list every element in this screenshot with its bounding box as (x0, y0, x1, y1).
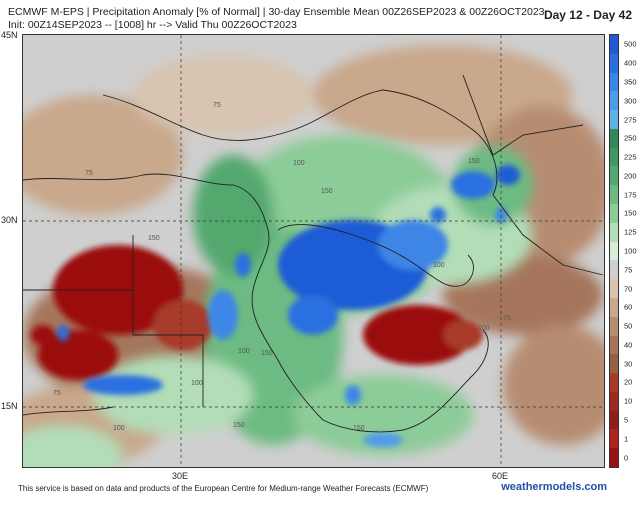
colorbar-level-label: 0 (624, 453, 629, 463)
brand-link[interactable]: weathermodels.com (501, 481, 607, 493)
footer-disclaimer: This service is based on data and produc… (18, 484, 429, 493)
colorbar-segment (610, 35, 618, 55)
dry-anomaly-field (31, 245, 483, 380)
contour-label: 150 (261, 350, 273, 357)
colorbar-segment (610, 222, 618, 243)
init-valid-line: Init: 00Z14SEP2023 -- [1008] hr --> Vali… (8, 19, 297, 31)
contour-label: 100 (433, 262, 445, 269)
colorbar-level-label: 50 (624, 321, 633, 331)
contour-label: 150 (468, 158, 480, 165)
colorbar-segment (610, 166, 618, 186)
contour-label: 75 (85, 170, 93, 177)
map-title: ECMWF M-EPS | Precipitation Anomaly [% o… (8, 6, 545, 18)
colorbar-segment (610, 147, 618, 167)
colorbar-segment (610, 128, 618, 149)
colorbar-segment (610, 448, 618, 468)
lon-label-30e: 30E (172, 471, 189, 481)
header: ECMWF M-EPS | Precipitation Anomaly [% o… (8, 6, 632, 34)
lat-label-30n: 30N (1, 215, 18, 225)
colorbar-level-label: 400 (624, 58, 637, 68)
colorbar-segment (610, 185, 618, 205)
colorbar (609, 34, 619, 468)
colorbar-level-label: 40 (624, 340, 633, 350)
contour-label: 100 (191, 380, 203, 387)
colorbar-level-label: 5 (624, 415, 629, 425)
colorbar-segment (610, 53, 618, 74)
colorbar-segment (610, 279, 618, 299)
colorbar-segment (610, 429, 618, 449)
colorbar-segment (610, 91, 618, 111)
coastlines (23, 74, 604, 433)
lon-label-60e: 60E (492, 471, 509, 481)
colorbar-segment (610, 410, 618, 430)
colorbar-segment (610, 241, 618, 261)
contour-label: 100 (293, 160, 305, 167)
contour-label: 150 (233, 422, 245, 429)
colorbar-level-label: 125 (624, 227, 637, 237)
map-canvas: 75 100 150 75 150 100 150 100 75 100 150… (23, 35, 604, 467)
wet-anomaly-field (57, 165, 520, 447)
colorbar-segment (610, 373, 618, 393)
colorbar-level-label: 60 (624, 302, 633, 312)
colorbar-level-label: 175 (624, 190, 637, 200)
lat-label-15n: 15N (1, 401, 18, 411)
colorbar-level-label: 100 (624, 246, 637, 256)
contour-label: 75 (213, 102, 221, 109)
colorbar-level-label: 300 (624, 96, 637, 106)
colorbar-level-label: 70 (624, 284, 633, 294)
contour-label: 75 (53, 390, 61, 397)
colorbar-level-label: 75 (624, 265, 633, 275)
colorbar-segment (610, 110, 618, 130)
precipitation-anomaly-map: 75 100 150 75 150 100 150 100 75 100 150… (22, 34, 605, 468)
colorbar-segment (610, 354, 618, 374)
day-range: Day 12 - Day 42 (543, 8, 632, 22)
colorbar-segment (610, 204, 618, 224)
colorbar-level-label: 350 (624, 77, 637, 87)
colorbar-level-label: 225 (624, 152, 637, 162)
colorbar-level-label: 275 (624, 115, 637, 125)
colorbar-level-label: 10 (624, 396, 633, 406)
contour-label: 75 (503, 315, 511, 322)
colorbar-segment (610, 72, 618, 92)
colorbar-level-label: 1 (624, 434, 629, 444)
contour-label: 100 (478, 325, 490, 332)
colorbar-segment (610, 335, 618, 355)
contour-label: 150 (148, 235, 160, 242)
colorbar-segment (610, 391, 618, 412)
colorbar-level-label: 200 (624, 171, 637, 181)
contour-labels: 75 100 150 75 150 100 150 100 75 100 150… (53, 102, 511, 432)
lat-label-45n: 45N (1, 30, 18, 40)
contour-label: 150 (353, 425, 365, 432)
colorbar-segment (610, 260, 618, 280)
colorbar-level-label: 20 (624, 377, 633, 387)
colorbar-segment (610, 297, 618, 318)
colorbar-level-label: 30 (624, 359, 633, 369)
colorbar-level-label: 150 (624, 208, 637, 218)
contour-label: 100 (238, 348, 250, 355)
contour-label: 150 (321, 188, 333, 195)
colorbar-level-label: 250 (624, 133, 637, 143)
colorbar-level-label: 500 (624, 39, 637, 49)
graticule (23, 35, 604, 467)
colorbar-segment (610, 316, 618, 337)
contour-label: 100 (113, 425, 125, 432)
